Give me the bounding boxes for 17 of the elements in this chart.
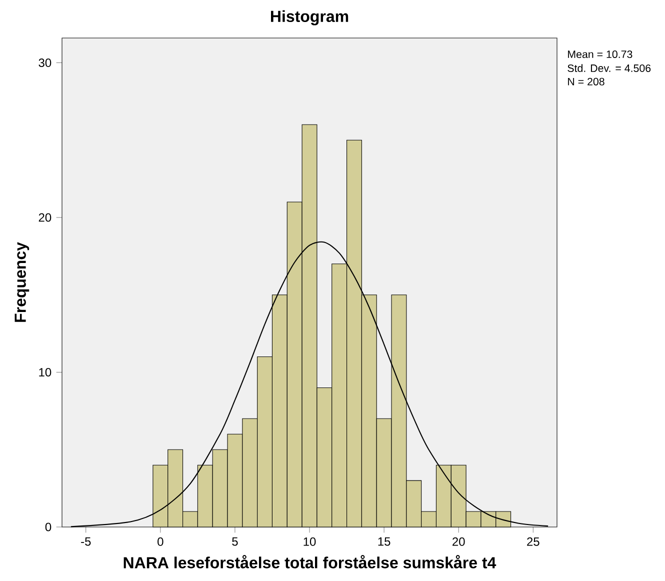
x-tick-label: 15 [378,537,390,546]
text: Mean = 10.73 [568,50,632,58]
y-tick-label: 30 [38,58,52,68]
x-tick-label: 25 [527,537,540,546]
text: N = 208 [568,78,604,86]
x-tick-label: 5 [232,537,238,546]
x-tick-label: 20 [452,537,465,546]
y-tick-label: 10 [39,368,52,376]
y-tick-label: 20 [38,213,52,222]
x-tick-label: 10 [304,537,316,546]
text: Std. Dev. = 4.506 [568,64,651,72]
y-tick-label: 0 [45,522,52,532]
x-axis-title: NARA leseforståelse total forståelse sumskåre t4 [124,555,496,568]
x-tick-label: -5 [81,537,91,546]
x-tick-label: 0 [158,537,164,546]
chart-title: Histogram [271,10,348,26]
y-axis-title: Frequency [14,242,30,322]
